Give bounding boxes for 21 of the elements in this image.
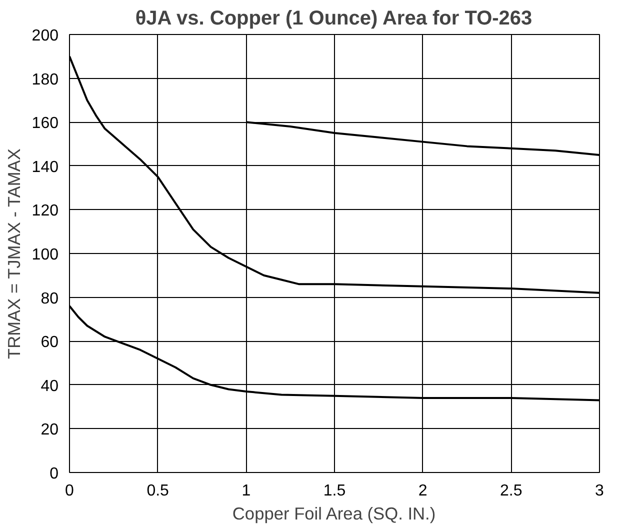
y-tick-label: 160 [32, 115, 59, 132]
y-tick-label: 60 [40, 334, 59, 352]
x-tick-label: 0.5 [146, 482, 170, 500]
y-axis-title: TRMAX = TJMAX - TAMAX [4, 148, 24, 359]
y-tick-label: 140 [32, 158, 59, 176]
y-tick-label: 180 [32, 71, 59, 88]
x-tick-label: 3 [595, 482, 604, 500]
x-tick-label: 2 [418, 482, 428, 500]
x-tick-label: 1 [242, 482, 251, 500]
x-tick-label: 2.5 [500, 482, 522, 500]
y-tick-label: 80 [40, 290, 59, 308]
y-tick-label: 40 [40, 378, 59, 395]
y-tick-label: 120 [32, 202, 59, 220]
y-tick-label: 0 [50, 466, 59, 482]
y-tick-label: 20 [40, 422, 59, 439]
x-axis-title: Copper Foil Area (SQ. IN.) [232, 504, 436, 524]
x-tick-label: 0 [65, 482, 74, 500]
x-tick-label: 1.5 [323, 482, 346, 500]
y-tick-label: 200 [32, 28, 59, 44]
chart-title: θJA vs. Copper (1 Ounce) Area for TO-263 [135, 8, 532, 30]
y-tick-label: 100 [32, 246, 59, 264]
